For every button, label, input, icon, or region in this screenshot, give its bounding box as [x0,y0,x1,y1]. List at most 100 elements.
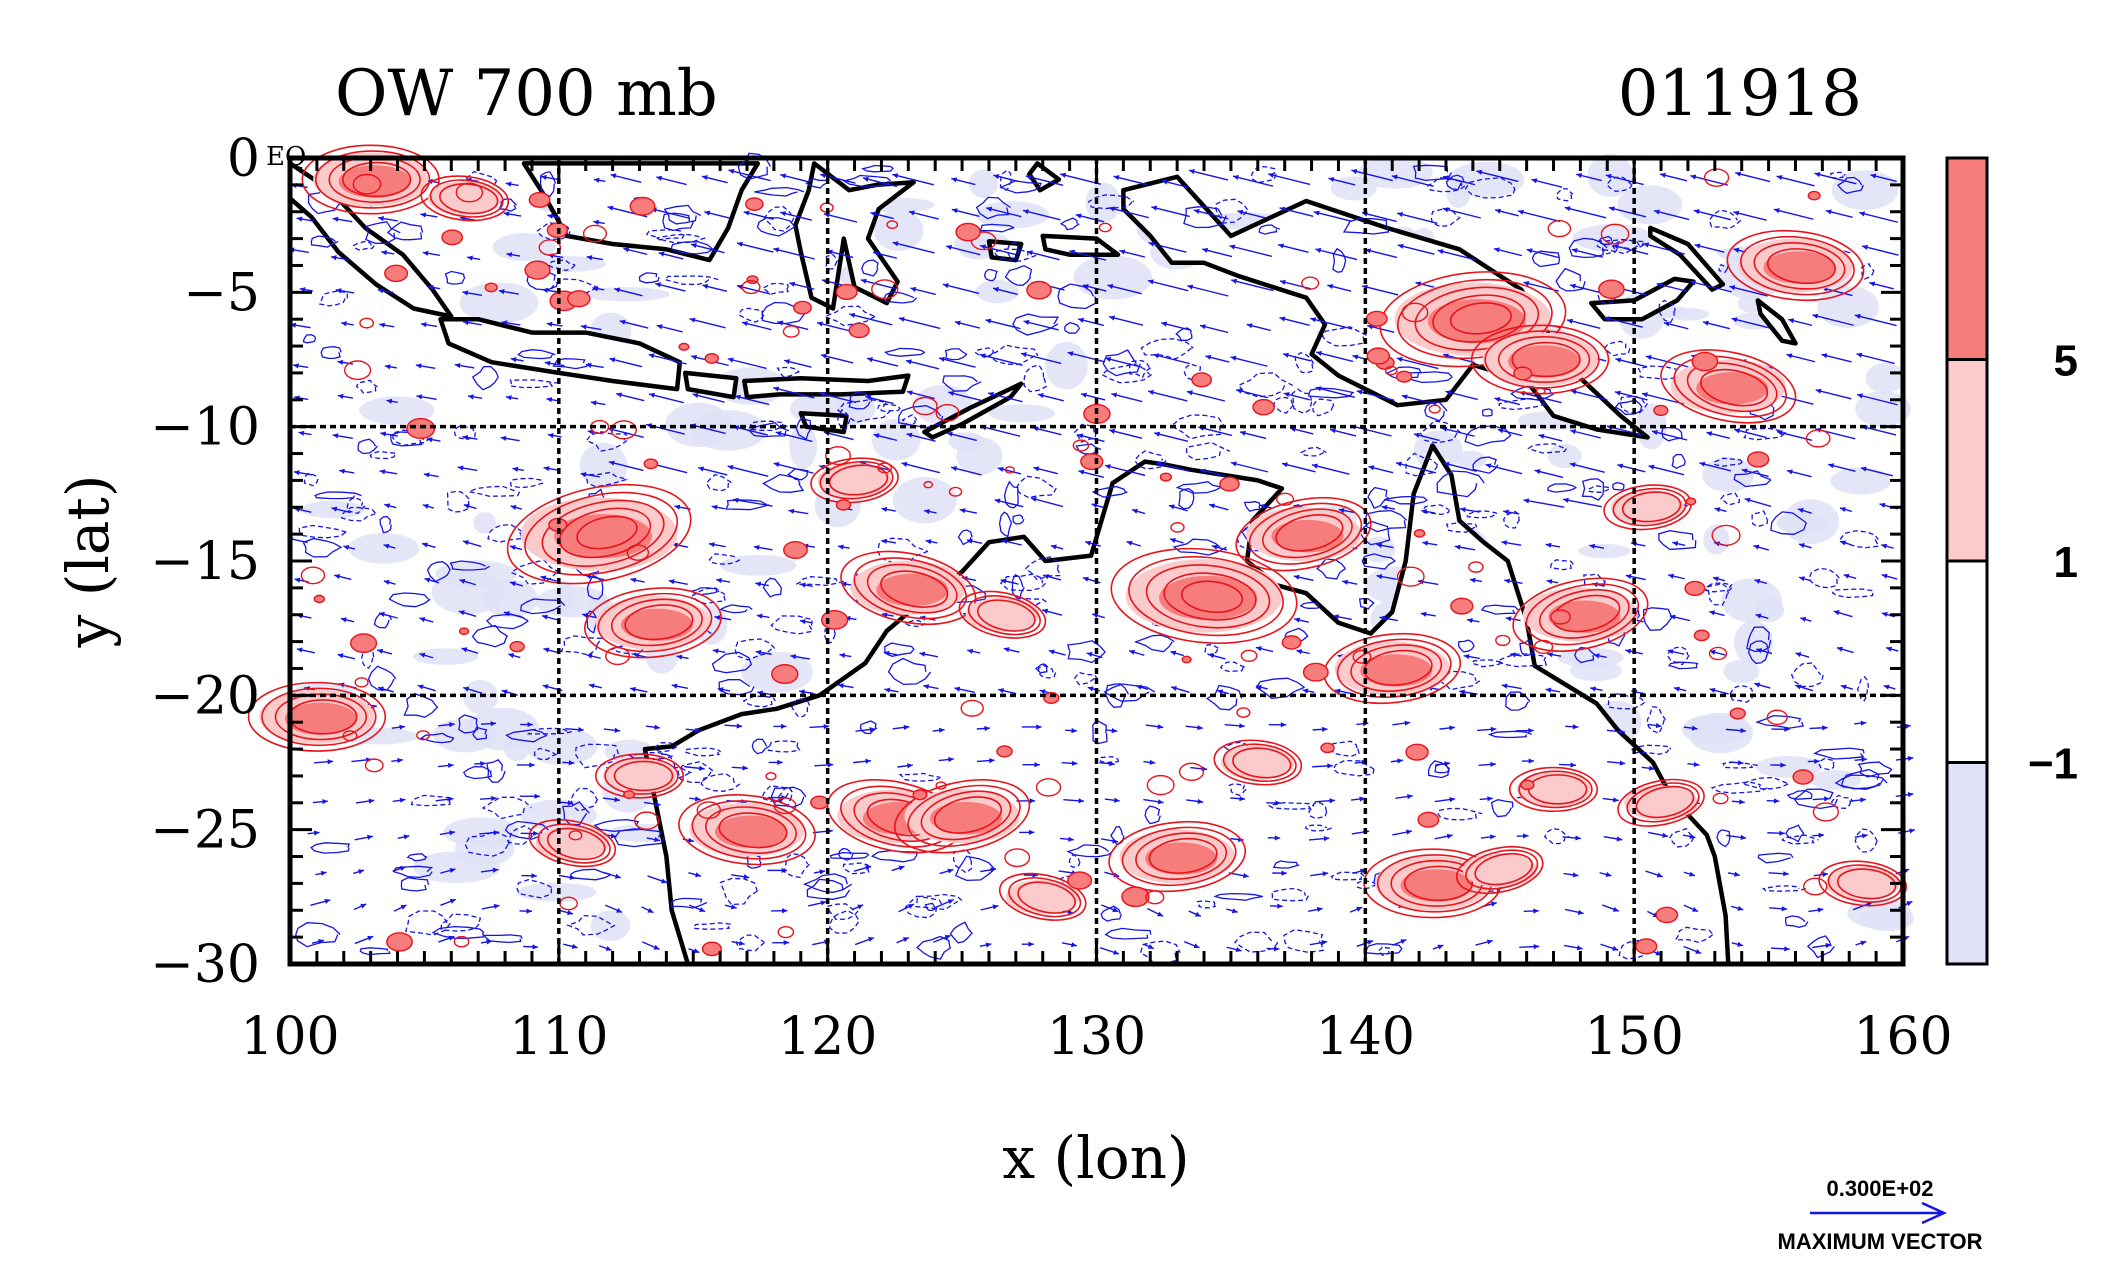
negative-ow-contour [861,164,894,173]
negative-ow-contour [776,366,800,378]
wind-vector-head [1396,461,1402,467]
wind-vector-head [869,726,876,733]
wind-vector-head [1486,939,1493,945]
wind-vector-head [985,942,992,948]
wind-vector-head [1327,283,1334,290]
wind-vector-head [906,432,913,438]
negative-ow-contour [302,334,317,344]
wind-vector-head [1020,352,1027,358]
positive-ow-contour [1518,770,1593,809]
negative-ow-area [1830,467,1891,495]
negative-ow-contour [1140,338,1194,360]
negative-ow-contour [1234,931,1279,953]
wind-vector-head [1129,649,1136,655]
negative-ow-contour [392,429,431,447]
negative-ow-contour [663,204,702,225]
wind-vector-head [614,873,621,879]
wind-vector-head [1028,941,1034,947]
y-tick-label: −5 [183,263,260,323]
positive-ow-spot [343,360,372,381]
wind-vector-head [781,908,788,914]
positive-ow-contour [1465,849,1539,890]
wind-vector-head [704,210,711,216]
wind-vector-head [1608,206,1615,212]
negative-ow-contour [509,477,544,489]
wind-vector [823,213,858,223]
wind-vector-head [676,654,683,660]
wind-vector-head [340,617,347,623]
wind-vector-head [1825,942,1832,949]
wind-vector-head [1316,906,1323,913]
positive-ow-contour [1612,487,1687,527]
negative-ow-contour [1068,853,1081,869]
negative-ow-contour [346,497,366,515]
positive-ow-contour [429,179,504,218]
ow-shade-strong [715,815,788,848]
negative-ow-contour [1308,387,1355,399]
y-tick-label: −30 [150,935,260,995]
wind-vector [1648,465,1685,476]
wind-vector-head [1050,544,1057,550]
positive-ow-contour [1686,362,1778,413]
vector-legend-value: 0.300E+02 [1826,1176,1933,1201]
negative-ow-contour [829,851,870,860]
positive-ow-contour [977,599,1036,632]
wind-vector [734,395,770,406]
wind-vector [1860,467,1894,477]
wind-vector-head [1709,649,1716,655]
wind-vector [1653,210,1690,221]
wind-vector-head [789,281,796,287]
wind-vector-head [1862,244,1869,250]
negative-ow-area [473,511,496,534]
wind-vector-head [1505,616,1512,622]
negative-ow-contour [1601,243,1618,255]
positive-ow-contour [1336,638,1452,698]
wind-vector-head [1397,758,1403,764]
negative-ow-contour [664,766,692,780]
negative-ow-contour [1243,500,1261,512]
wind-vector-head [716,578,722,584]
negative-ow-contour [944,348,968,361]
negative-ow-contour [1213,892,1264,901]
positive-ow-contour [894,779,1031,854]
wind-vector-head [1709,610,1716,616]
negative-ow-contour [1597,283,1617,305]
wind-vector-head [1119,249,1126,255]
wind-vector-head [865,865,872,871]
wind-vector-head [1739,799,1745,805]
wind-vector-head [1489,834,1496,840]
negative-ow-area [503,734,530,762]
positive-ow-contour [1008,877,1082,918]
positive-ow-spot [1384,365,1398,376]
negative-ow-contour [1073,671,1098,686]
positive-ow-spot [1520,779,1535,791]
wind-vector-head [1703,320,1709,326]
wind-vector-head [1086,652,1093,658]
colorbar-level-label: 5 [2054,337,2078,386]
wind-vector-head [906,390,913,396]
wind-vector-head [946,431,953,437]
wind-vector [1030,497,1064,508]
positive-ow-spot [1468,561,1484,573]
wind-vector-head [1037,393,1044,399]
negative-ow-contour [1133,634,1175,653]
negative-ow-contour [388,592,431,608]
wind-vector-head [1027,250,1033,256]
positive-ow-spot [1365,310,1388,327]
wind-vector-head [997,466,1004,472]
wind-vector-head [546,321,553,327]
positive-ow-spot [1302,662,1329,682]
wind-vector-head [571,943,578,949]
wind-vector-head [1334,688,1341,694]
positive-ow-contour [613,760,674,792]
wind-vector-head [1283,392,1290,398]
wind-vector [1443,462,1477,472]
wind-vector-head [988,391,994,397]
wind-vector [860,279,897,290]
wind-vector-head [1279,279,1286,285]
wind-vector [820,354,854,364]
wind-vector-head [422,250,429,256]
wind-vector-head [1545,687,1552,693]
wind-vector [1615,358,1648,368]
wind-vector-head [1799,576,1806,582]
